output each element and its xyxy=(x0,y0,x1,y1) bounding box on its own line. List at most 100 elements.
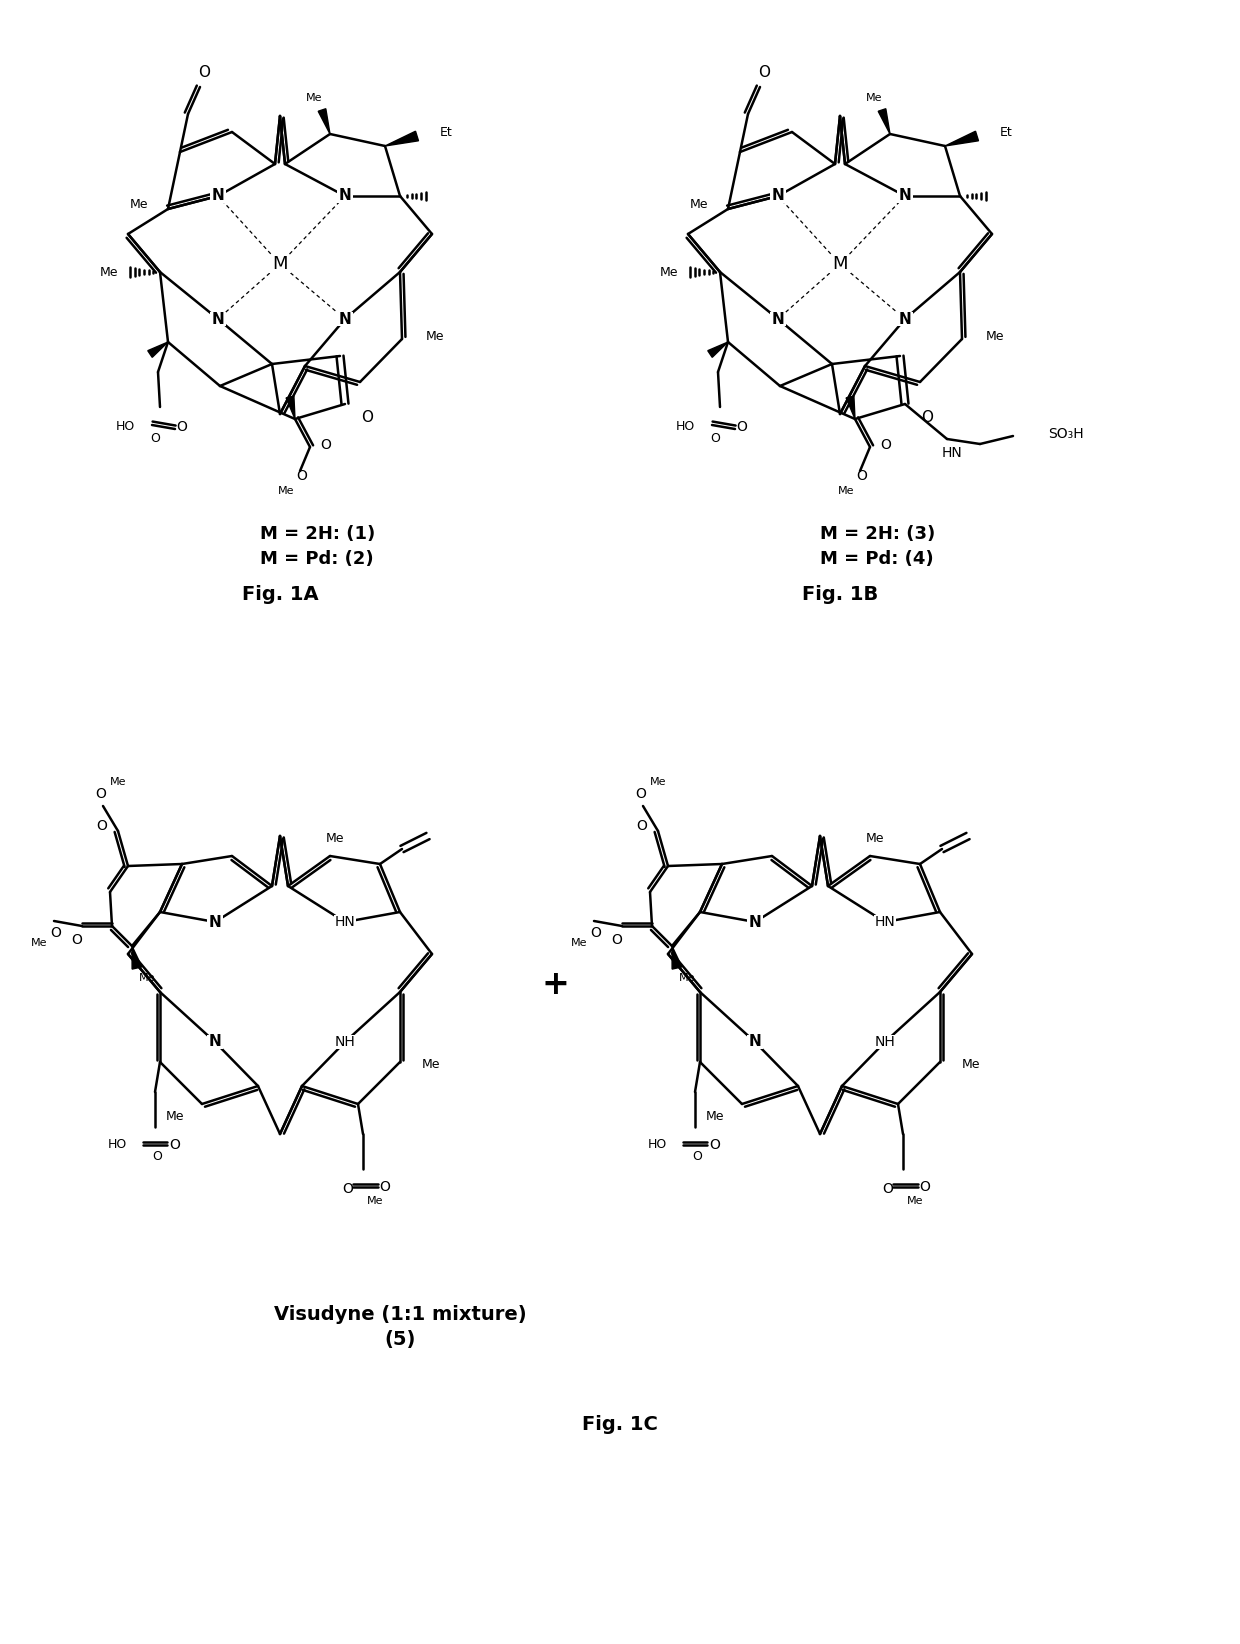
Polygon shape xyxy=(384,132,418,146)
Text: Et: Et xyxy=(999,125,1013,138)
Text: O: O xyxy=(361,411,373,426)
Text: O: O xyxy=(857,469,868,483)
Text: N: N xyxy=(208,914,222,929)
Polygon shape xyxy=(672,945,682,968)
Bar xyxy=(874,916,897,929)
Polygon shape xyxy=(286,396,295,419)
Text: Me: Me xyxy=(962,1057,981,1070)
Text: M = 2H: (3): M = 2H: (3) xyxy=(820,524,935,543)
Text: Me: Me xyxy=(427,330,444,344)
Polygon shape xyxy=(945,132,978,146)
Text: Me: Me xyxy=(866,94,882,104)
Text: O: O xyxy=(176,419,187,434)
Polygon shape xyxy=(131,945,141,968)
Text: O: O xyxy=(95,787,107,801)
Text: HO: HO xyxy=(115,421,135,434)
Bar xyxy=(334,1036,356,1049)
Text: Fig. 1C: Fig. 1C xyxy=(582,1414,658,1434)
Text: O: O xyxy=(379,1180,391,1194)
Text: O: O xyxy=(883,1182,894,1195)
Text: O: O xyxy=(51,926,62,940)
Text: N: N xyxy=(339,189,351,204)
Text: O: O xyxy=(692,1151,702,1164)
Text: Me: Me xyxy=(866,832,884,845)
Text: +: + xyxy=(541,968,569,1001)
Text: N: N xyxy=(339,311,351,327)
Text: Me: Me xyxy=(986,330,1004,344)
Text: O: O xyxy=(150,432,160,446)
Text: O: O xyxy=(153,1151,162,1164)
Text: Visudyne (1:1 mixture): Visudyne (1:1 mixture) xyxy=(274,1304,526,1323)
Text: NH: NH xyxy=(335,1036,356,1049)
Text: O: O xyxy=(711,432,720,446)
Bar xyxy=(210,189,226,202)
Text: HN: HN xyxy=(335,916,356,929)
Text: O: O xyxy=(709,1138,720,1152)
Text: O: O xyxy=(920,1180,930,1194)
Text: Me: Me xyxy=(838,487,854,496)
Text: HO: HO xyxy=(647,1139,667,1151)
Text: O: O xyxy=(72,934,82,947)
Text: Me: Me xyxy=(660,265,678,278)
Bar xyxy=(746,1036,763,1049)
Text: Me: Me xyxy=(139,973,155,983)
Text: N: N xyxy=(899,189,911,204)
Text: O: O xyxy=(321,437,331,452)
Text: M = Pd: (2): M = Pd: (2) xyxy=(260,551,373,567)
Text: O: O xyxy=(198,66,210,81)
Text: Me: Me xyxy=(906,1195,924,1207)
Text: O: O xyxy=(880,437,892,452)
Text: O: O xyxy=(342,1182,353,1195)
Text: HO: HO xyxy=(108,1139,126,1151)
Text: N: N xyxy=(212,311,224,327)
Text: O: O xyxy=(636,787,646,801)
Text: (5): (5) xyxy=(384,1330,415,1348)
Text: O: O xyxy=(921,411,932,426)
Text: Me: Me xyxy=(110,778,126,787)
Bar xyxy=(269,255,291,273)
Bar xyxy=(830,255,851,273)
Text: N: N xyxy=(899,311,911,327)
Text: O: O xyxy=(737,419,748,434)
Text: Me: Me xyxy=(99,265,118,278)
Bar xyxy=(207,1036,223,1049)
Bar xyxy=(337,312,353,326)
Text: Fig. 1B: Fig. 1B xyxy=(802,585,878,603)
Text: HO: HO xyxy=(676,421,694,434)
Bar xyxy=(337,189,353,202)
Text: O: O xyxy=(170,1138,181,1152)
Text: N: N xyxy=(749,1034,761,1049)
Text: Me: Me xyxy=(165,1110,184,1123)
Text: Me: Me xyxy=(129,199,148,212)
Text: O: O xyxy=(590,926,601,940)
Text: N: N xyxy=(749,914,761,929)
Text: Me: Me xyxy=(422,1057,440,1070)
Text: SO₃H: SO₃H xyxy=(1048,427,1084,441)
Text: N: N xyxy=(771,189,785,204)
Text: HN: HN xyxy=(941,446,962,460)
Bar xyxy=(897,189,913,202)
Polygon shape xyxy=(878,109,890,135)
Text: Fig. 1A: Fig. 1A xyxy=(242,585,319,603)
Bar xyxy=(334,916,356,929)
Text: O: O xyxy=(97,819,108,834)
Text: Me: Me xyxy=(689,199,708,212)
Polygon shape xyxy=(708,342,728,357)
Bar xyxy=(770,312,786,326)
Text: M = 2H: (1): M = 2H: (1) xyxy=(260,524,376,543)
Text: N: N xyxy=(208,1034,222,1049)
Bar xyxy=(770,189,786,202)
Bar xyxy=(874,1036,897,1049)
Text: O: O xyxy=(296,469,308,483)
Text: Me: Me xyxy=(678,973,696,983)
Text: Me: Me xyxy=(278,487,294,496)
Text: NH: NH xyxy=(874,1036,895,1049)
Bar xyxy=(207,916,223,929)
Text: O: O xyxy=(611,934,622,947)
Text: Me: Me xyxy=(367,1195,383,1207)
Text: Et: Et xyxy=(440,125,453,138)
Text: HN: HN xyxy=(874,916,895,929)
Text: Me: Me xyxy=(570,939,588,949)
Text: Me: Me xyxy=(650,778,666,787)
Text: O: O xyxy=(636,819,647,834)
